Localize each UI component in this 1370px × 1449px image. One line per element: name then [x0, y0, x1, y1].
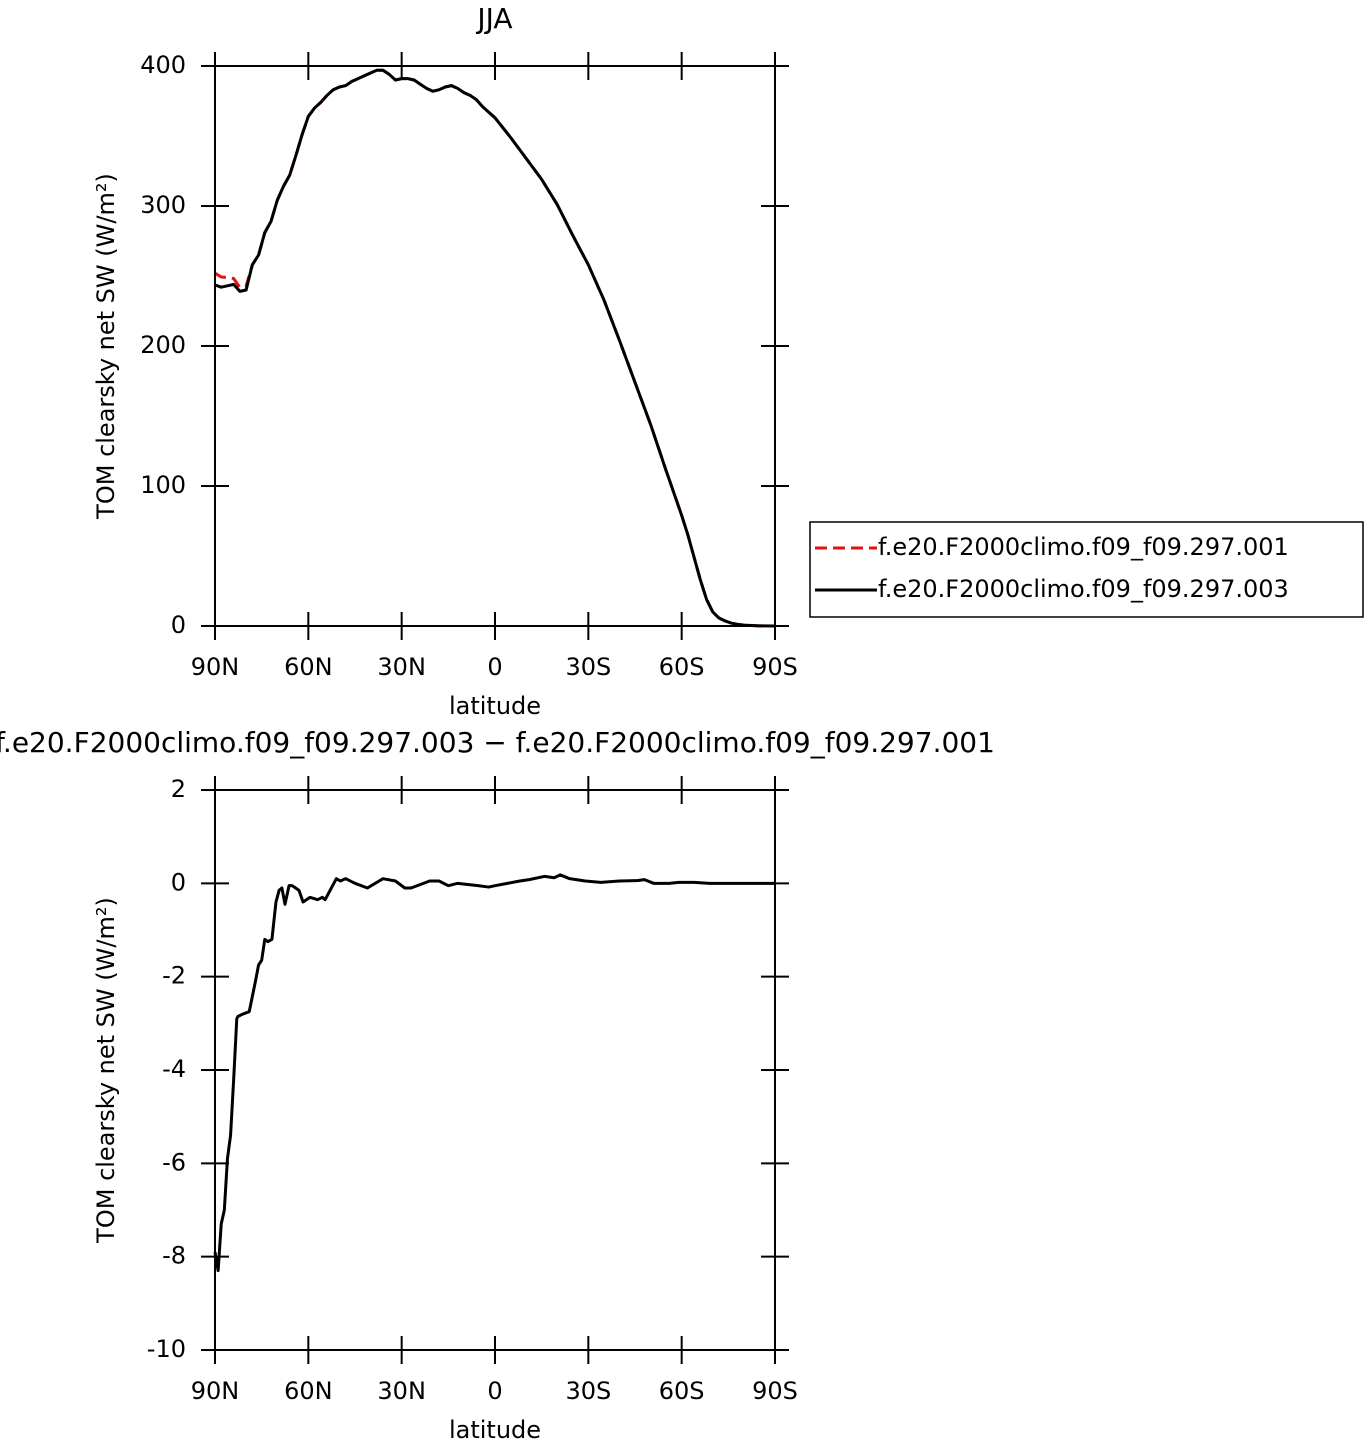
x-tick-label: 90N	[191, 1377, 240, 1405]
x-tick-label: 60S	[659, 653, 705, 681]
x-tick-label: 60N	[284, 1377, 333, 1405]
legend-box	[809, 521, 1364, 618]
chart-title: f.e20.F2000climo.f09_f09.297.003 − f.e20…	[0, 726, 995, 759]
data-line	[214, 68, 776, 628]
x-tick-label: 30S	[565, 653, 611, 681]
legend-label: f.e20.F2000climo.f09_f09.297.003	[878, 575, 1289, 603]
legend-label: f.e20.F2000climo.f09_f09.297.001	[878, 533, 1289, 561]
x-tick-label: 90N	[191, 653, 240, 681]
y-tick-label: 400	[140, 51, 186, 79]
x-tick-label: 0	[487, 1377, 502, 1405]
y-axis-label: TOM clearsky net SW (W/m²)	[92, 897, 120, 1244]
data-line	[213, 873, 775, 1273]
y-axis-label: TOM clearsky net SW (W/m²)	[92, 173, 120, 520]
x-axis-label: latitude	[449, 692, 541, 720]
plot-frame	[214, 789, 776, 1351]
y-tick-label: -10	[147, 1335, 186, 1363]
y-tick-label: 200	[140, 331, 186, 359]
x-tick-label: 60S	[659, 1377, 705, 1405]
y-tick-label: -6	[162, 1148, 186, 1176]
chart-title: JJA	[475, 2, 512, 35]
y-tick-label: 0	[171, 868, 186, 896]
y-tick-label: -8	[162, 1242, 186, 1270]
x-tick-label: 0	[487, 653, 502, 681]
x-tick-label: 30N	[377, 1377, 426, 1405]
y-tick-label: -4	[162, 1055, 186, 1083]
y-tick-label: -2	[162, 962, 186, 990]
x-tick-label: 30N	[377, 653, 426, 681]
x-tick-label: 60N	[284, 653, 333, 681]
y-tick-label: 300	[140, 191, 186, 219]
y-tick-label: 100	[140, 471, 186, 499]
x-tick-label: 30S	[565, 1377, 611, 1405]
plot-frame	[214, 65, 776, 627]
y-tick-label: 0	[171, 611, 186, 639]
x-tick-label: 90S	[752, 1377, 798, 1405]
x-axis-label: latitude	[449, 1416, 541, 1444]
x-tick-label: 90S	[752, 653, 798, 681]
y-tick-label: 2	[171, 775, 186, 803]
